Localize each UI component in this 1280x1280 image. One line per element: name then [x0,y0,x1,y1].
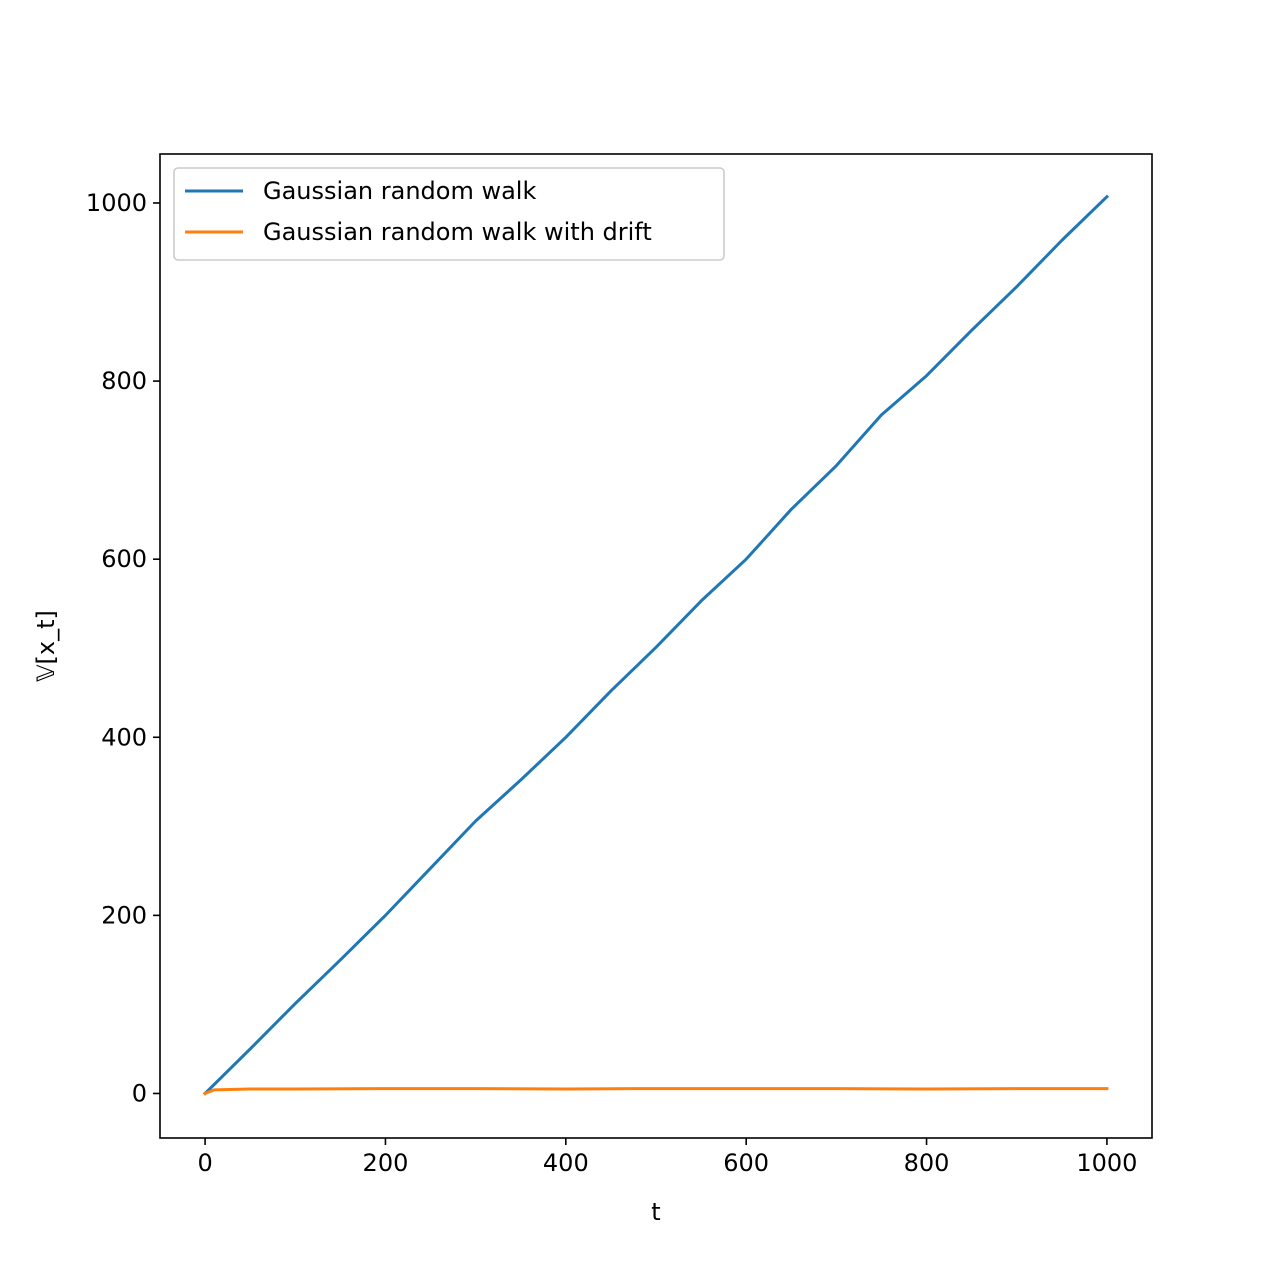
y-tick-label: 800 [101,367,147,395]
x-tick-label: 600 [723,1149,769,1177]
y-tick-label: 0 [132,1079,147,1107]
legend-box [173,167,725,261]
legend: Gaussian random walk Gaussian random walk… [173,167,725,261]
legend-label-0: Gaussian random walk [263,177,536,205]
legend-label-1: Gaussian random walk with drift [263,218,652,246]
x-tick-label: 0 [197,1149,212,1177]
x-tick-label: 200 [363,1149,409,1177]
y-tick-label: 600 [101,545,147,573]
series-layer [202,194,1110,1096]
y-tick-label: 1000 [86,189,147,217]
y-tick-label: 400 [101,723,147,751]
series-line-0 [202,194,1110,1096]
y-axis-label: 𝕍[x_t] [32,610,60,682]
x-tick-label: 400 [543,1149,589,1177]
y-tick-label: 200 [101,901,147,929]
x-tick-label: 1000 [1076,1149,1137,1177]
y-axis: 0 200 400 600 800 1000 [86,189,160,1107]
plot-frame [159,153,1153,1139]
series-line-1 [203,1087,1109,1096]
x-axis-label: t [651,1198,660,1226]
x-axis: 0 200 400 600 800 1000 [197,1138,1137,1177]
x-tick-label: 800 [904,1149,950,1177]
